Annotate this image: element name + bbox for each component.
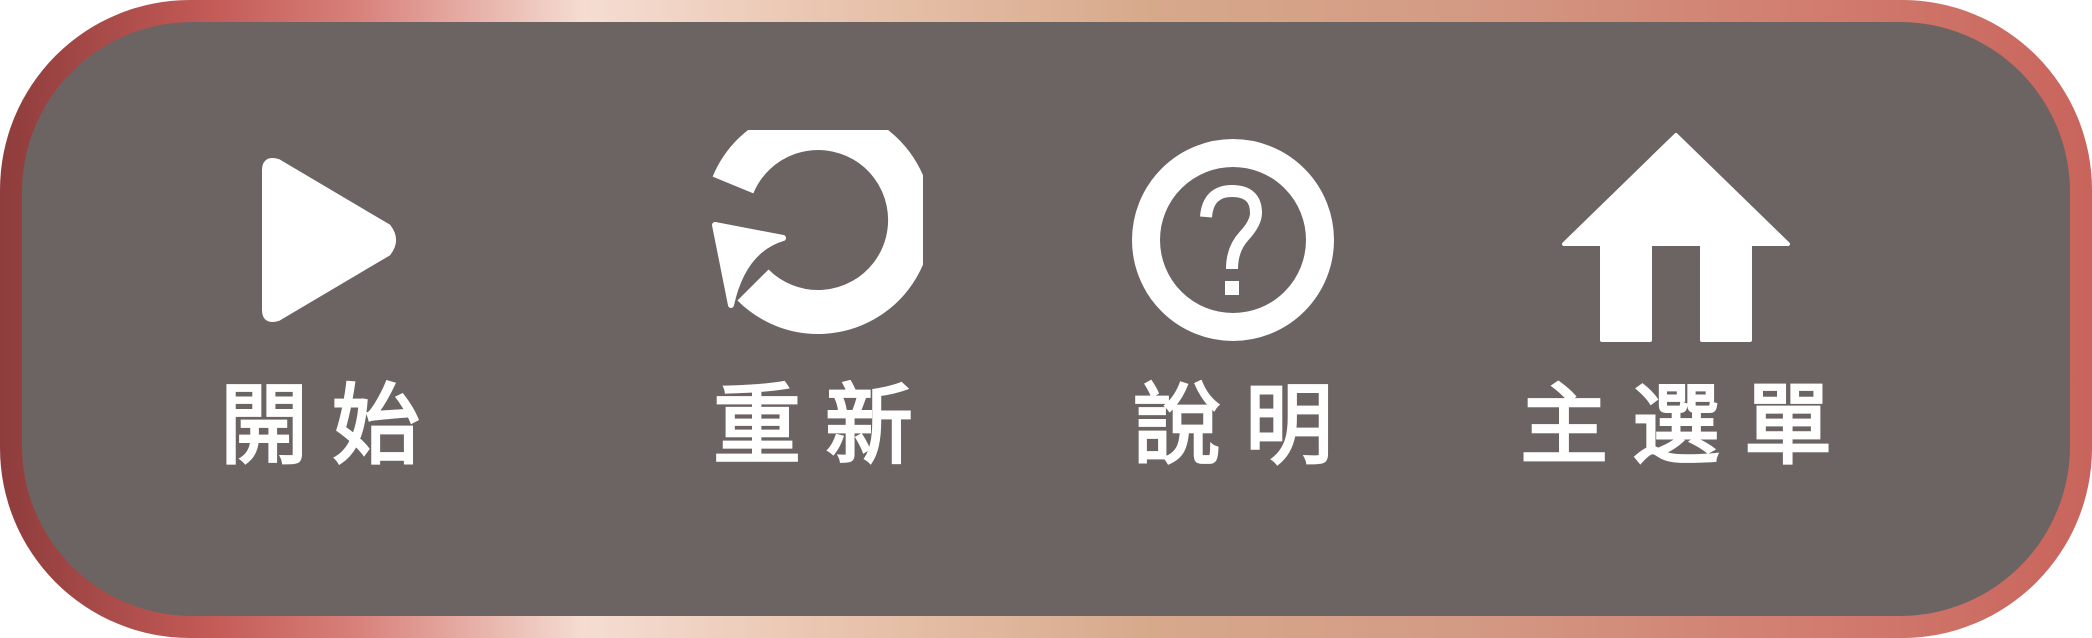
main-menu-label: 主選單 — [1519, 374, 1856, 477]
start-label: 開始 — [219, 374, 444, 477]
restart-icon — [673, 120, 953, 360]
main-menu-button[interactable]: 主選單 — [1486, 120, 1866, 510]
play-icon — [180, 120, 460, 360]
start-button[interactable]: 開始 — [130, 120, 510, 510]
help-icon — [1093, 120, 1373, 360]
restart-label: 重新 — [712, 374, 937, 477]
home-icon — [1536, 120, 1816, 360]
restart-button[interactable]: 重新 — [623, 120, 1003, 510]
help-label: 說明 — [1132, 374, 1357, 477]
help-button[interactable]: 說明 — [1043, 120, 1423, 510]
